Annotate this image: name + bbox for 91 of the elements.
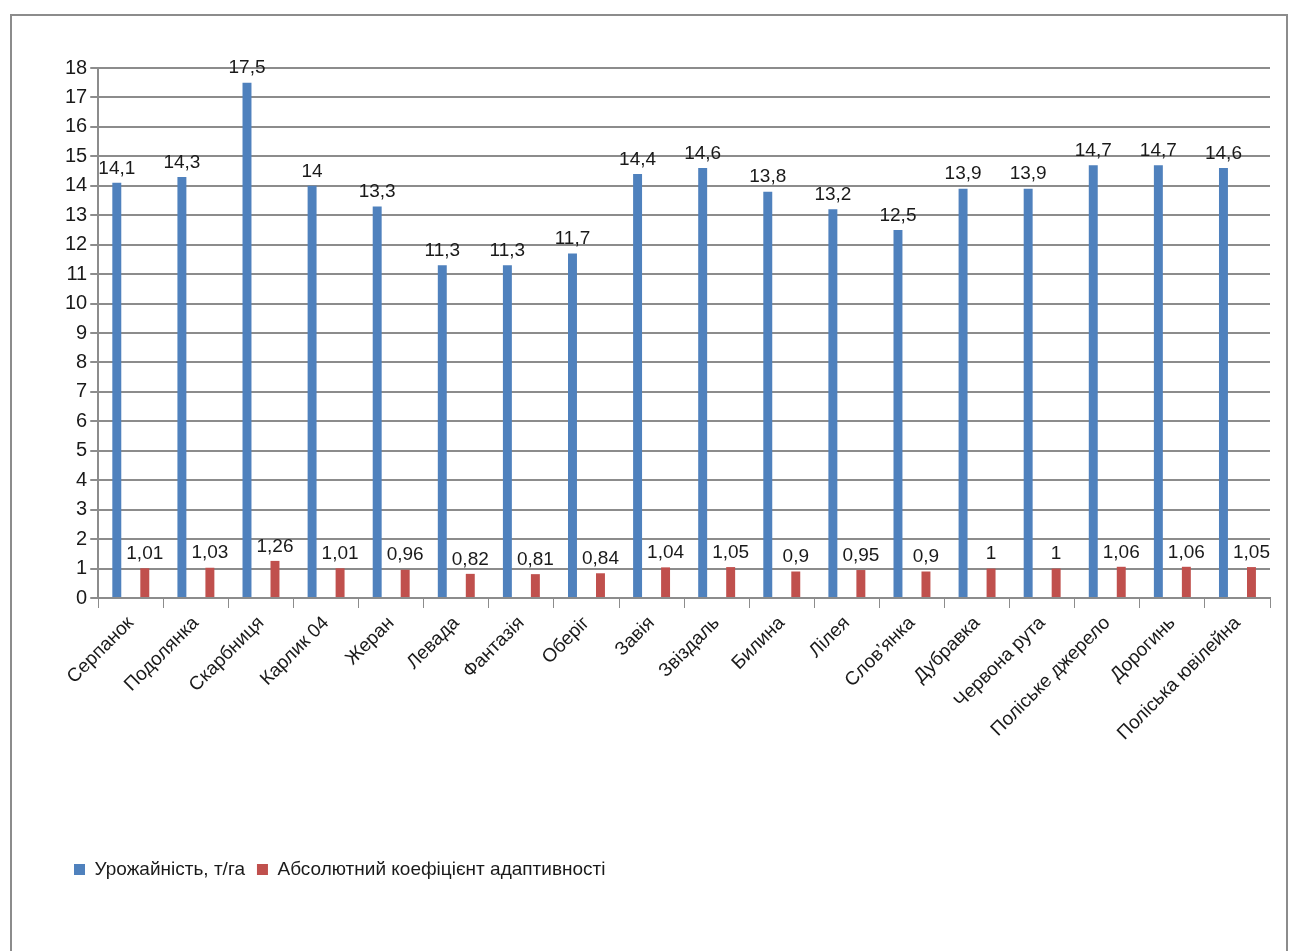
data-label: 17,5 xyxy=(228,56,266,78)
bar xyxy=(1051,568,1061,597)
bar xyxy=(1246,567,1256,597)
legend-label: Абсолютний коефіцієнт адаптивності xyxy=(277,857,606,879)
bar xyxy=(828,209,838,597)
data-label: 1,01 xyxy=(126,542,164,563)
data-label: 1,04 xyxy=(647,541,685,563)
bar xyxy=(502,265,512,597)
y-tick-label: 9 xyxy=(76,320,88,343)
data-label: 13,2 xyxy=(814,183,852,205)
data-label: 0,9 xyxy=(782,545,809,567)
data-label: 1,26 xyxy=(256,534,294,556)
data-label: 14,6 xyxy=(1204,141,1242,163)
y-tick-label: 5 xyxy=(76,438,88,461)
y-tick-label: 18 xyxy=(65,55,88,78)
data-label: 13,3 xyxy=(358,180,396,202)
bar xyxy=(335,568,345,597)
data-label: 14 xyxy=(301,159,324,181)
data-label: 14,4 xyxy=(619,147,657,169)
data-label: 1,06 xyxy=(1102,540,1140,562)
data-label: 1,06 xyxy=(1167,540,1205,562)
bar xyxy=(958,188,968,597)
bar xyxy=(856,570,866,597)
legend-label: Урожайність, т/га xyxy=(94,857,246,879)
bar xyxy=(921,571,931,597)
data-label: 14,6 xyxy=(684,141,722,163)
data-label: 0,81 xyxy=(516,547,554,569)
bar xyxy=(1218,168,1228,597)
bar xyxy=(763,191,773,597)
y-tick-label: 11 xyxy=(66,261,88,284)
data-label: 1,03 xyxy=(191,541,229,563)
y-tick-label: 17 xyxy=(65,84,88,107)
bar xyxy=(661,567,671,597)
bar xyxy=(698,168,708,597)
data-label: 11,3 xyxy=(424,239,461,261)
y-tick-label: 0 xyxy=(76,585,88,608)
data-label: 11,3 xyxy=(489,239,526,261)
bar xyxy=(1116,566,1126,597)
bar xyxy=(1153,165,1163,597)
bar xyxy=(1023,188,1033,597)
y-tick-label: 8 xyxy=(76,349,88,372)
y-tick-label: 4 xyxy=(76,467,88,490)
data-label: 14,7 xyxy=(1074,138,1112,160)
bar xyxy=(986,568,996,597)
bar xyxy=(465,573,475,597)
y-tick-label: 15 xyxy=(65,143,88,166)
bar xyxy=(1088,165,1098,597)
y-tick-label: 6 xyxy=(76,408,88,431)
bar xyxy=(791,571,801,597)
data-label: 1 xyxy=(985,542,997,564)
bar xyxy=(530,574,540,597)
data-label: 13,9 xyxy=(944,162,982,184)
bar xyxy=(633,174,643,597)
bar xyxy=(177,176,187,597)
data-label: 0,84 xyxy=(581,547,620,568)
bar xyxy=(726,567,736,597)
y-tick-label: 1 xyxy=(76,556,88,579)
y-tick-label: 2 xyxy=(76,526,88,549)
y-tick-label: 7 xyxy=(76,379,88,402)
bar xyxy=(568,253,577,597)
y-tick-label: 10 xyxy=(65,291,88,314)
bar xyxy=(893,229,903,597)
data-label: 0,82 xyxy=(451,547,489,569)
y-tick-label: 14 xyxy=(65,173,88,196)
data-label: 13,9 xyxy=(1009,162,1047,184)
data-label: 1 xyxy=(1050,542,1062,564)
bar xyxy=(140,568,150,597)
data-label: 11,7 xyxy=(554,227,591,249)
bar xyxy=(400,569,410,597)
y-tick-label: 12 xyxy=(65,232,88,255)
data-label: 14,7 xyxy=(1139,138,1177,160)
bar xyxy=(372,206,382,597)
bar xyxy=(112,182,122,597)
data-label: 1,05 xyxy=(1232,540,1270,562)
data-label: 0,96 xyxy=(386,543,424,565)
data-label: 1,05 xyxy=(712,540,750,562)
data-label: 12,5 xyxy=(879,203,917,225)
data-label: 0,9 xyxy=(912,545,940,567)
y-tick-label: 3 xyxy=(76,497,88,520)
bar xyxy=(437,265,447,597)
data-label: 14,1 xyxy=(98,156,136,178)
y-tick-label: 16 xyxy=(65,114,88,137)
y-tick-label: 13 xyxy=(65,202,88,225)
data-label: 1,01 xyxy=(321,542,359,563)
bar xyxy=(205,567,215,597)
bar xyxy=(1181,566,1191,597)
data-label: 13,8 xyxy=(749,165,787,187)
bar xyxy=(595,573,605,597)
bar xyxy=(307,185,317,597)
data-label: 0,95 xyxy=(842,543,880,565)
data-label: 14,3 xyxy=(163,150,201,172)
